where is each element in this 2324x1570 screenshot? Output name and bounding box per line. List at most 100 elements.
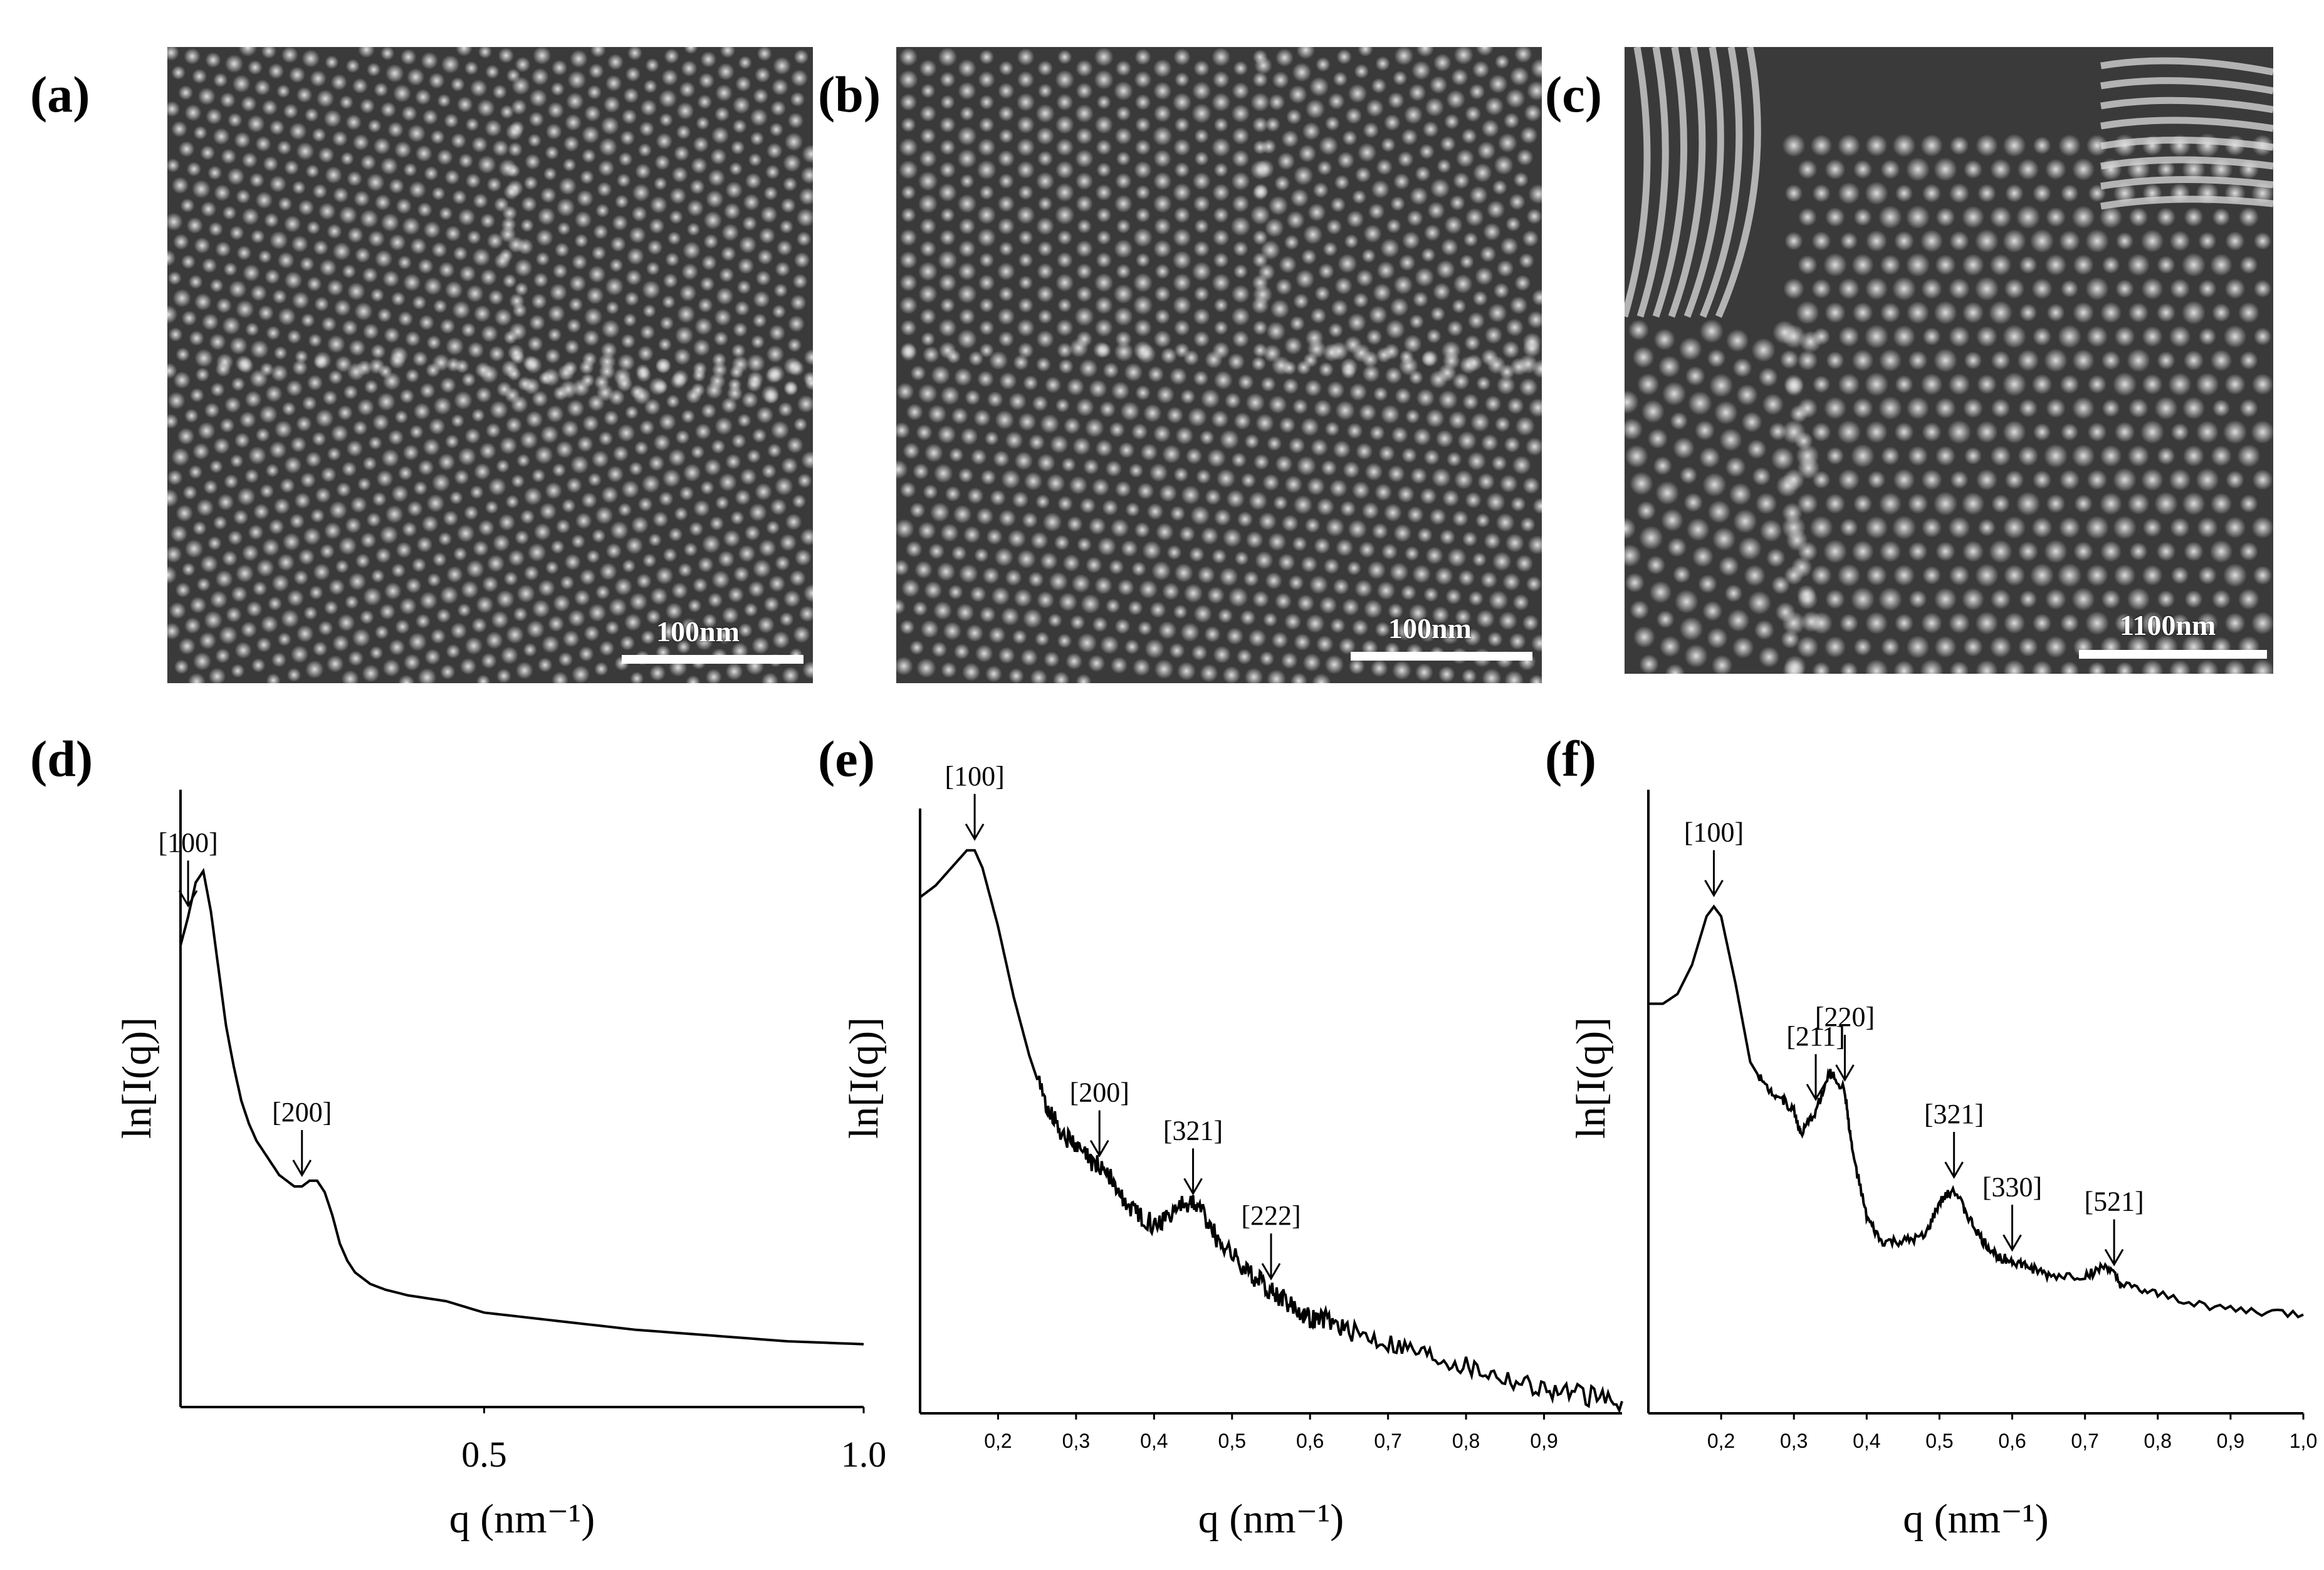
x-tick-label-e: 0,8 [1452,1430,1480,1452]
tem-dot [1964,351,1982,370]
tem-dot [1811,565,1832,586]
tem-dot [1057,342,1073,358]
tem-dot [1094,115,1113,134]
tem-dot [1037,241,1054,257]
tem-dot [979,185,995,200]
tem-dot [1245,392,1265,412]
tem-dot [1284,337,1302,355]
tem-dot [1172,250,1192,270]
tem-dot [1447,320,1463,337]
tem-dot [231,377,246,392]
tem-dot [1964,160,1982,179]
tem-dot [1282,378,1299,394]
tem-dot [2238,301,2259,323]
tem-dot [1851,444,1875,468]
tem-dot [1134,71,1152,88]
tem-dot [1479,246,1497,263]
tem-dot [703,234,719,249]
tem-dot [738,236,757,254]
tem-dot [1124,639,1140,654]
tem-dot [639,324,656,340]
tem-dot [1492,179,1507,195]
tem-dot [376,469,394,488]
peak-label-d: [200] [272,1097,332,1128]
tem-dot [568,275,587,292]
tem-dot [1412,564,1431,584]
tem-dot [1368,305,1388,325]
tem-dot [1452,510,1468,527]
x-tick-label-f: 0,5 [1925,1430,1953,1452]
tem-dot [1893,469,1915,491]
tem-dot [311,127,327,142]
tem-dot [170,525,188,543]
tem-dot [2002,420,2026,444]
tem-dot [1425,97,1445,117]
tem-dot [2184,590,2203,609]
tem-dot [527,133,542,148]
tem-dot [1519,378,1538,397]
tem-dot [1252,285,1273,305]
tem-dot [1949,278,1970,300]
tem-dot [1880,302,1901,323]
tem-dot [678,562,693,578]
tem-dot [1893,564,1915,587]
tem-dot [800,166,813,184]
tem-dot [360,154,377,170]
tem-dot [1429,508,1447,525]
tem-dot [1212,229,1230,246]
tem-dot [803,349,813,365]
tem-dot [417,258,434,275]
tem-dot [1329,479,1348,498]
tem-dot [207,536,222,551]
tem-dot [463,505,479,520]
tem-dot [1388,92,1405,109]
tem-dot [1017,318,1035,337]
tem-dot [1934,587,1957,611]
tem-dot [717,63,735,81]
tem-dot [327,223,342,239]
tem-dot [2074,494,2093,513]
tem-dot [2004,278,2025,300]
tem-dot [2251,420,2273,444]
tem-dot [413,402,431,420]
tem-dot [391,563,406,578]
tem-dot [1429,76,1448,94]
tem-dot [579,170,594,185]
tem-dot [1894,422,1914,442]
tem-dot [652,511,669,528]
tem-dot [323,522,342,540]
tem-dot [1484,326,1503,344]
tem-dot [997,262,1015,281]
tem-dot [741,391,758,409]
tem-dot [416,536,433,553]
tem-dot [1213,162,1228,177]
tem-dot [1076,240,1093,258]
tem-dot [998,61,1014,76]
tem-dot [2115,232,2134,250]
tem-dot [645,58,659,73]
tem-dot [2129,542,2148,561]
tem-dot [1324,421,1340,437]
tem-dot [1531,289,1542,306]
tem-dot [1425,547,1443,565]
peak-arrowhead-d [292,1159,312,1178]
tem-dot [511,99,527,115]
tem-dot [1522,230,1539,247]
tem-dot [1271,355,1291,375]
tem-dot [1637,373,1660,395]
tem-dot [1732,637,1754,659]
tem-dot [1962,540,1984,562]
tem-dot [1151,561,1171,581]
tem-dot [919,105,936,122]
tem-dot [1173,228,1191,247]
tem-dot [265,463,280,478]
tem-dot [1732,358,1752,378]
tem-dot [308,333,322,348]
peak-arrowhead-f [2104,1248,2124,1267]
tem-dot [248,60,263,75]
tem-dot [401,105,417,122]
x-tick-label-f: 0,8 [2144,1430,2172,1452]
tem-dot [540,425,559,444]
tem-dot [793,625,810,643]
tem-dot [1233,241,1248,257]
